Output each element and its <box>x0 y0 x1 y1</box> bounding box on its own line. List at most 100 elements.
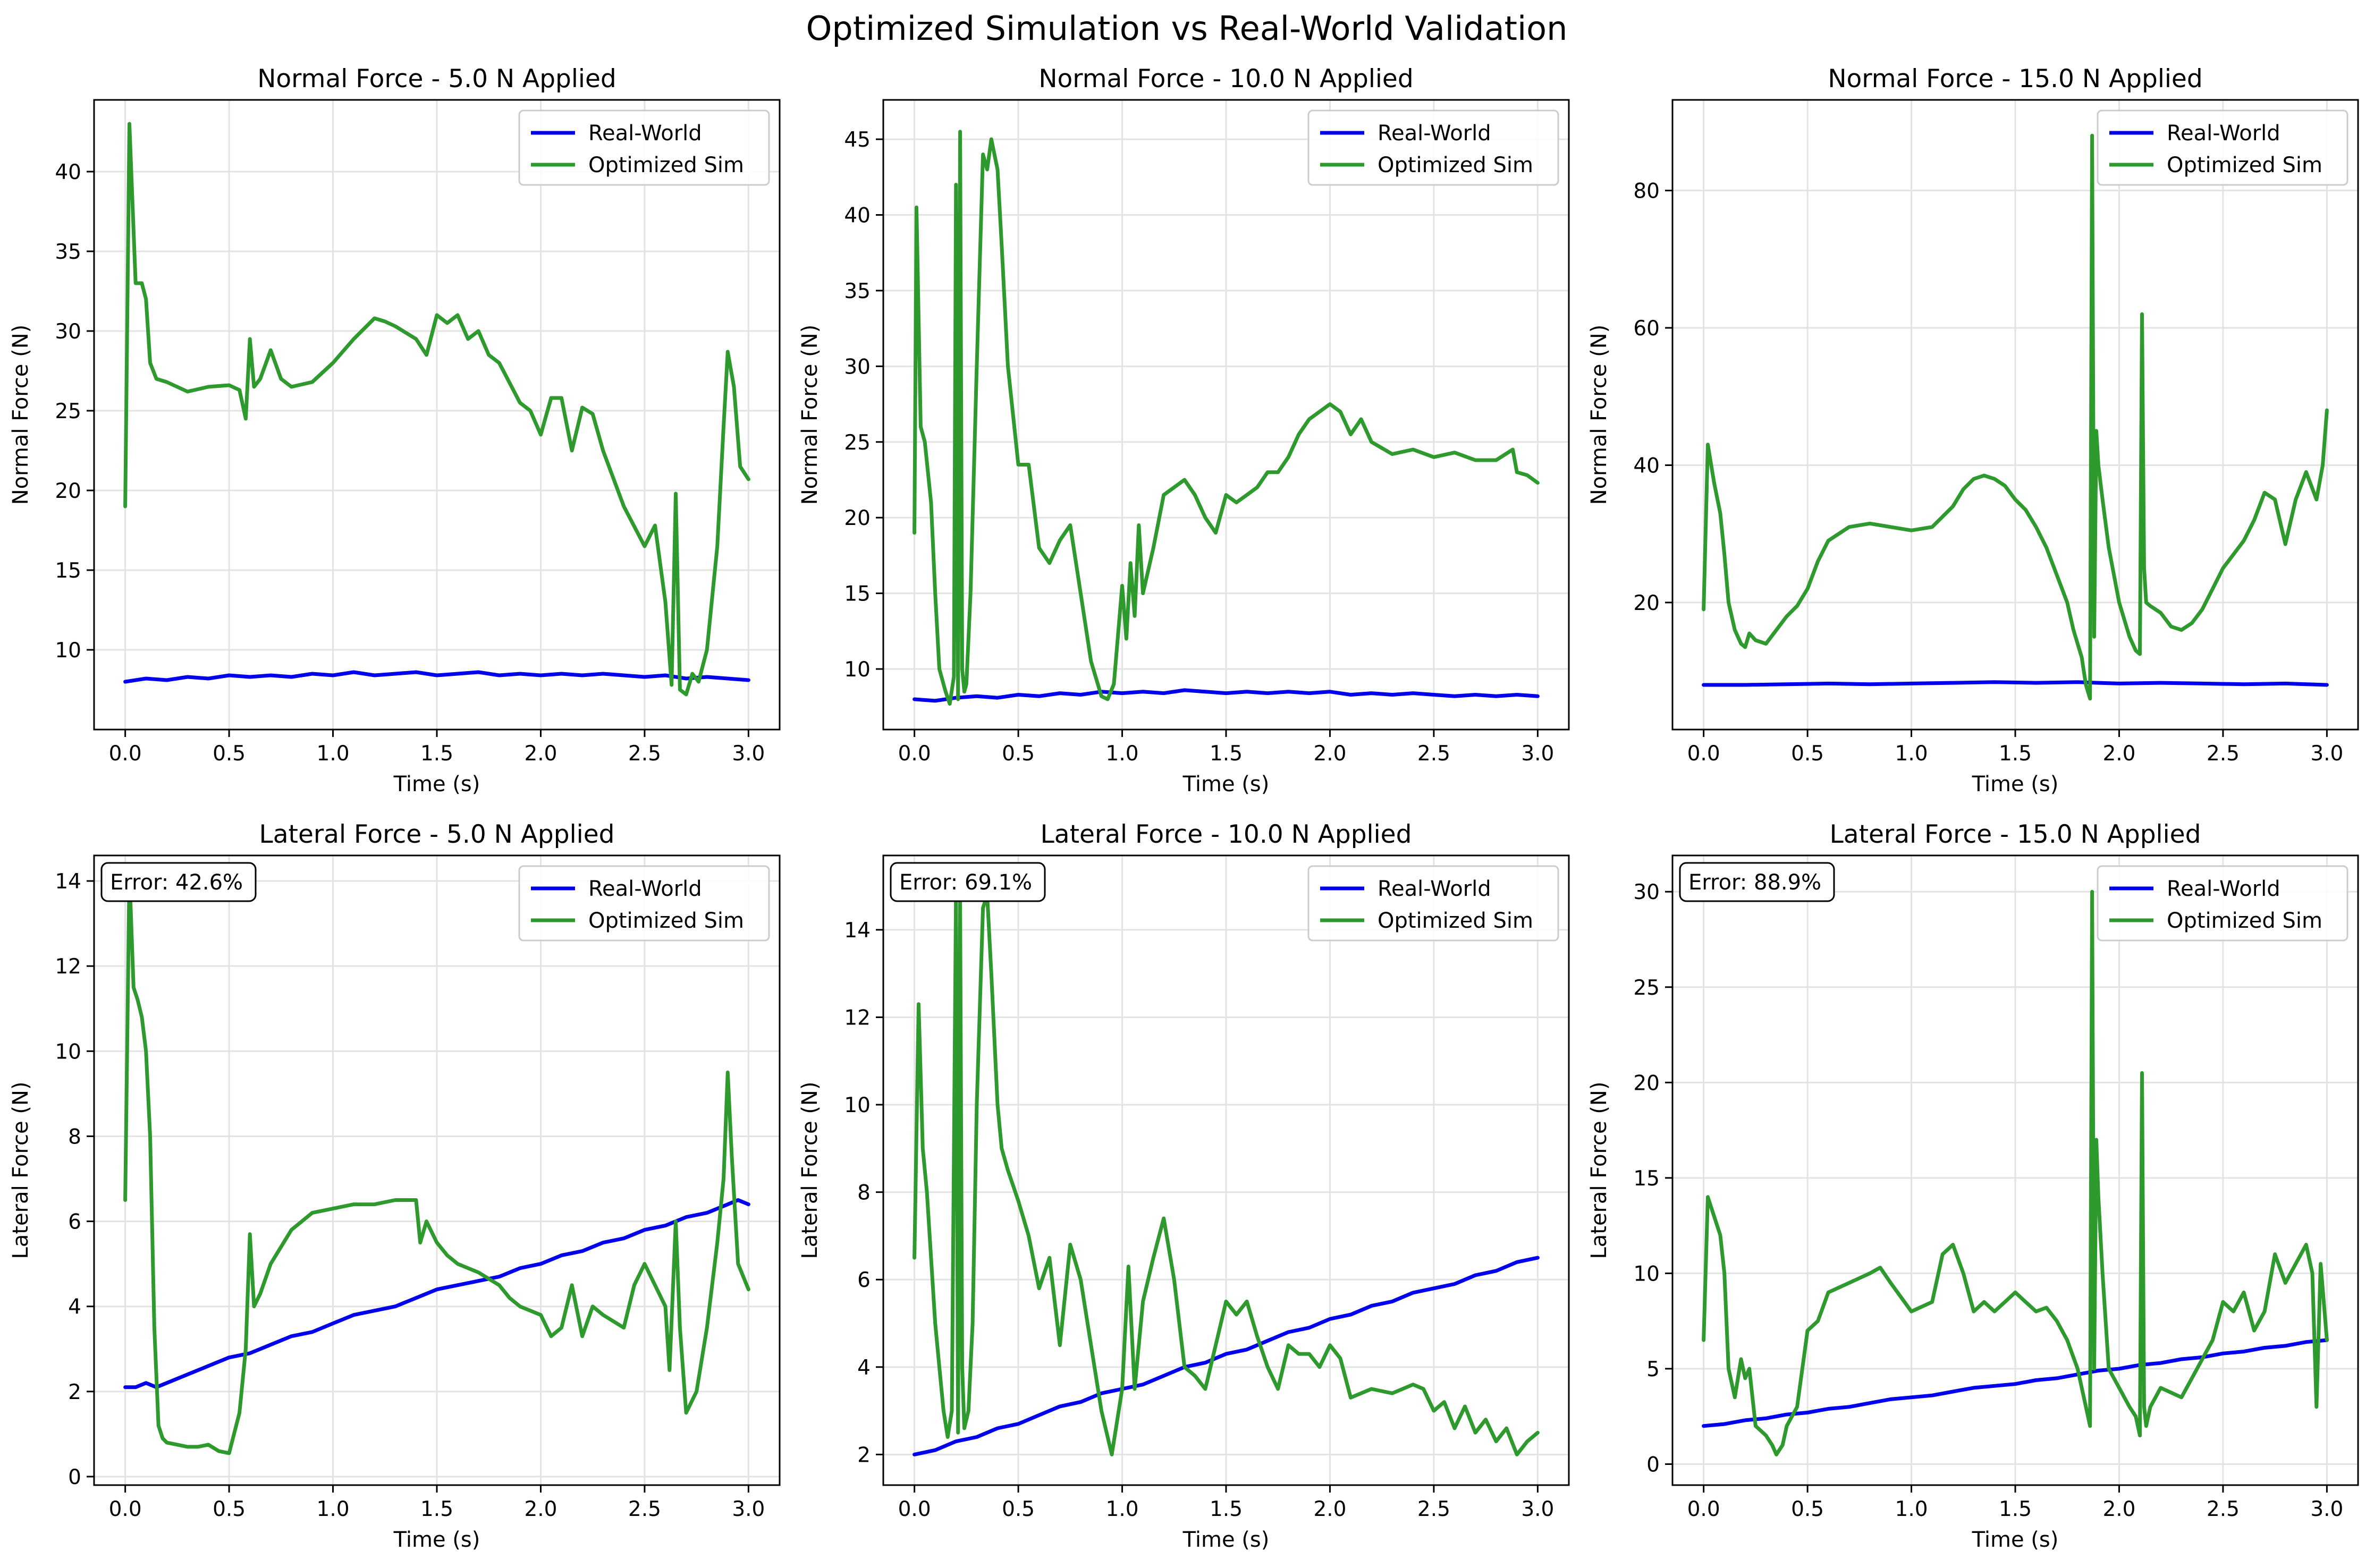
legend-label-real-world: Real-World <box>1378 877 1491 901</box>
legend-label-optimized-sim: Optimized Sim <box>588 909 744 933</box>
subplot-title: Normal Force - 10.0 N Applied <box>1038 64 1413 94</box>
y-tick-label: 40 <box>1633 454 1660 478</box>
x-tick-label: 2.5 <box>628 1497 661 1521</box>
y-tick-label: 25 <box>55 400 81 423</box>
series-line-optimized-sim <box>913 130 1540 706</box>
legend-box <box>2097 865 2348 942</box>
x-tick-label: 1.0 <box>1895 1497 1928 1521</box>
y-tick-label: 4 <box>857 1356 871 1380</box>
subplot-title: Normal Force - 15.0 N Applied <box>1828 64 2202 94</box>
error-annotation: Error: 88.9% <box>1679 862 1835 902</box>
y-axis-label: Lateral Force (N) <box>798 1082 822 1259</box>
legend-label-real-world: Real-World <box>1378 121 1491 146</box>
x-axis-label: Time (s) <box>1972 772 2059 796</box>
y-tick-label: 8 <box>68 1125 81 1149</box>
x-tick-label: 0.0 <box>898 742 931 766</box>
y-tick-label: 2 <box>857 1443 871 1467</box>
x-axis-label: Time (s) <box>393 1528 480 1552</box>
legend-label-optimized-sim: Optimized Sim <box>2167 153 2322 177</box>
y-tick-label: 14 <box>844 919 871 943</box>
legend-label-real-world: Real-World <box>2167 877 2280 901</box>
y-tick-label: 30 <box>1633 880 1660 904</box>
x-tick-label: 0.5 <box>1002 742 1035 766</box>
y-axis-label: Normal Force (N) <box>9 325 33 505</box>
legend: Real-World Optimized Sim <box>518 109 770 186</box>
y-tick-label: 2 <box>68 1380 81 1404</box>
x-tick-label: 0.0 <box>1687 1497 1720 1521</box>
series-line-optimized-sim <box>123 122 750 697</box>
legend-box <box>518 109 770 186</box>
y-tick-label: 35 <box>55 240 81 264</box>
x-tick-label: 2.5 <box>2207 1497 2240 1521</box>
y-tick-label: 10 <box>844 1094 871 1117</box>
x-tick-label: 1.0 <box>1106 1497 1139 1521</box>
x-tick-label: 3.0 <box>732 742 765 766</box>
y-tick-label: 20 <box>844 506 871 530</box>
y-tick-label: 40 <box>844 204 871 227</box>
legend: Real-World Optimized Sim <box>1307 865 1559 942</box>
y-tick-label: 15 <box>55 559 81 583</box>
y-tick-label: 20 <box>55 479 81 503</box>
x-axis-label: Time (s) <box>1182 772 1270 796</box>
y-tick-label: 30 <box>844 355 871 379</box>
y-tick-label: 10 <box>844 658 871 682</box>
x-tick-label: 0.5 <box>213 742 246 766</box>
legend-box <box>518 865 770 942</box>
error-annotation-box <box>1679 862 1835 902</box>
legend: Real-World Optimized Sim <box>2097 109 2348 186</box>
legend: Real-World Optimized Sim <box>518 865 770 942</box>
x-tick-label: 3.0 <box>2310 1497 2343 1521</box>
legend-label-optimized-sim: Optimized Sim <box>1378 909 1533 933</box>
x-tick-label: 2.5 <box>1417 1497 1450 1521</box>
error-annotation-box <box>100 862 257 902</box>
legend-label-optimized-sim: Optimized Sim <box>588 153 744 177</box>
x-tick-label: 1.5 <box>1999 1497 2032 1521</box>
subplot-title: Normal Force - 5.0 N Applied <box>257 64 616 94</box>
legend: Real-World Optimized Sim <box>2097 865 2348 942</box>
legend-label-optimized-sim: Optimized Sim <box>2167 909 2322 933</box>
x-tick-label: 3.0 <box>1521 1497 1554 1521</box>
y-tick-label: 14 <box>55 870 81 894</box>
legend-label-real-world: Real-World <box>588 121 702 146</box>
y-axis-label: Lateral Force (N) <box>1587 1082 1611 1259</box>
y-axis-label: Normal Force (N) <box>1587 325 1611 505</box>
series-line-real-world <box>123 1198 750 1389</box>
subplot-2: 0.0 0.5 1.0 1.5 2.0 2.5 3.0 10 15 20 25 30 35 40 45 Nor… <box>798 64 1570 796</box>
y-tick-label: 60 <box>1633 317 1660 341</box>
x-tick-label: 0.0 <box>898 1497 931 1521</box>
x-axis-label: Time (s) <box>1182 1528 1270 1552</box>
x-tick-label: 0.0 <box>1687 742 1720 766</box>
x-tick-label: 3.0 <box>732 1497 765 1521</box>
subplot-grid: 0.0 0.5 1.0 1.5 2.0 2.5 3.010152025303540Norma… <box>9 64 2359 1552</box>
y-tick-label: 6 <box>68 1210 81 1234</box>
subplot-3: 0.0 0.5 1.0 1.5 2.0 2.5 3.0 20 40 60 80 Normal Forc… <box>1587 64 2359 796</box>
x-tick-label: 1.0 <box>1895 742 1928 766</box>
x-tick-label: 0.5 <box>1791 742 1824 766</box>
series-line-optimized-sim <box>1702 889 2329 1456</box>
series-line-optimized-sim <box>1702 133 2329 701</box>
y-tick-label: 35 <box>844 279 871 303</box>
y-axis-label: Normal Force (N) <box>798 325 822 505</box>
error-annotation-text: Error: 88.9% <box>1688 870 1821 895</box>
x-tick-label: 0.0 <box>109 742 142 766</box>
y-tick-label: 5 <box>1646 1358 1660 1381</box>
y-tick-label: 0 <box>1646 1453 1660 1477</box>
y-tick-label: 10 <box>1633 1262 1660 1286</box>
y-axis-label: Lateral Force (N) <box>9 1082 33 1259</box>
x-tick-label: 2.5 <box>2207 742 2240 766</box>
error-annotation: Error: 69.1% <box>890 862 1046 902</box>
series-line-optimized-sim <box>123 870 750 1455</box>
y-tick-label: 4 <box>68 1295 81 1319</box>
y-tick-label: 80 <box>1633 180 1660 204</box>
subplot-title: Lateral Force - 15.0 N Applied <box>1830 820 2201 849</box>
error-annotation-text: Error: 42.6% <box>110 870 243 895</box>
legend-box <box>2097 109 2348 186</box>
y-tick-label: 15 <box>844 582 871 606</box>
y-tick-label: 25 <box>1633 976 1660 1000</box>
series-line-real-world <box>1702 1338 2329 1428</box>
x-tick-label: 0.5 <box>1791 1497 1824 1521</box>
y-tick-label: 10 <box>55 1040 81 1064</box>
x-tick-label: 1.5 <box>420 1497 453 1521</box>
series-line-real-world <box>123 670 750 684</box>
